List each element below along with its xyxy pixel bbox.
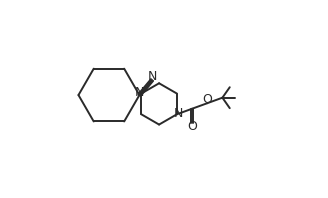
Text: N: N [134, 86, 144, 99]
Text: O: O [202, 93, 212, 106]
Text: O: O [187, 120, 197, 133]
Text: N: N [148, 70, 157, 83]
Text: N: N [174, 107, 184, 120]
